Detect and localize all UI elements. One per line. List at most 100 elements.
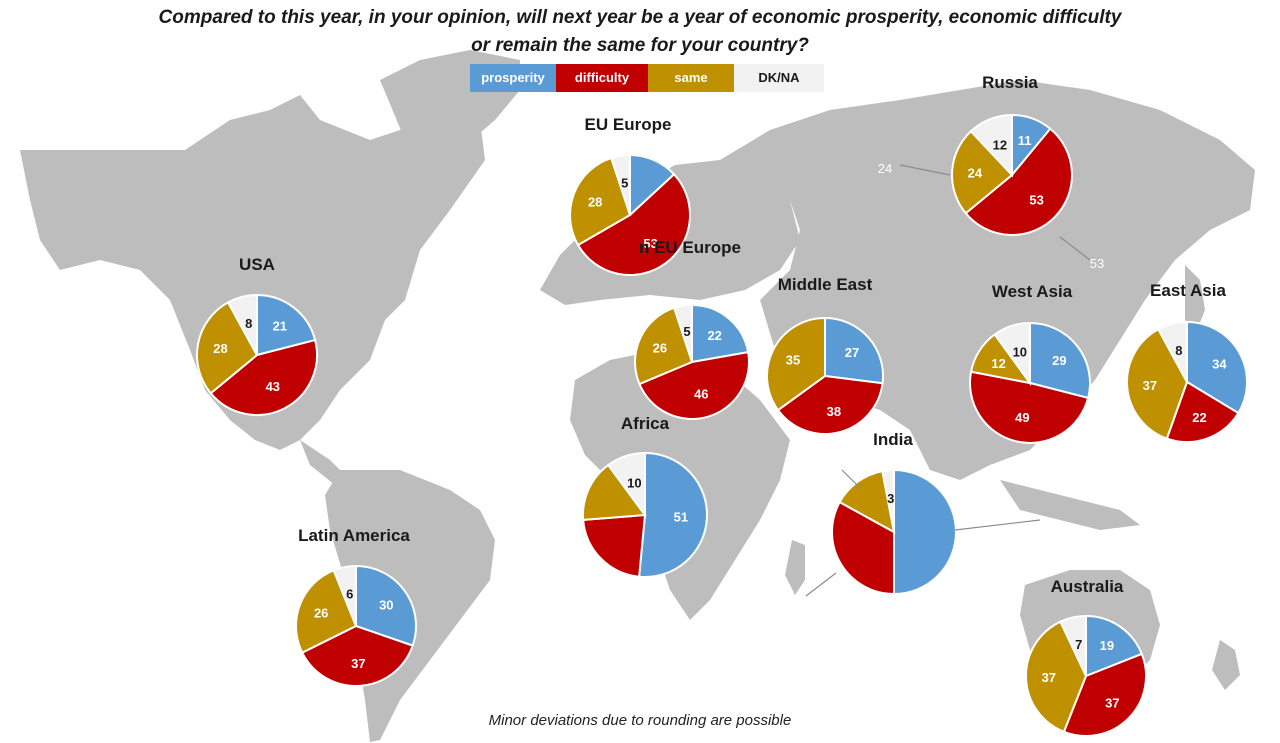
pie-slice-difficulty	[576, 172, 691, 276]
land-japan	[1185, 265, 1205, 335]
pie-slice-same	[1025, 620, 1088, 734]
stray-label: 24	[878, 161, 892, 176]
pie-slice-same	[951, 129, 1014, 215]
leader-lines	[805, 164, 1091, 597]
pie-label-same: 12	[991, 356, 1005, 371]
pie-label-dkna: 5	[683, 324, 690, 339]
pie-label-prosperity: 19	[1100, 638, 1114, 653]
region-label-eu-europe: EU Europe	[585, 115, 672, 134]
pie-slice-dkna	[226, 293, 258, 356]
pie-west-asia: 29 49 12 10 West Asia	[969, 282, 1091, 444]
land-madagascar	[785, 540, 805, 595]
pie-slice-difficulty	[831, 500, 895, 596]
pie-label-prosperity: 21	[273, 319, 287, 334]
land-new-zealand	[1212, 640, 1240, 690]
legend-item-dkna: DK/NA	[734, 64, 824, 92]
footnote: Minor deviations due to rounding are pos…	[488, 712, 792, 729]
pie-slice-dkna	[332, 564, 357, 627]
region-label-africa: Africa	[621, 414, 670, 433]
pie-slice-prosperity	[256, 293, 317, 357]
leader-line	[805, 572, 837, 597]
pie-eu-europe: 53 28 5 EU Europe	[569, 115, 691, 276]
pie-slice-dkna	[969, 113, 1013, 178]
pie-slice-dkna	[610, 153, 631, 216]
region-label-usa: USA	[239, 255, 275, 274]
pie-slice-prosperity	[893, 468, 957, 596]
pie-label-dkna: 7	[1075, 637, 1082, 652]
pie-label-difficulty: 37	[1105, 695, 1119, 710]
pie-slice-difficulty	[776, 374, 884, 435]
legend-item-same: same	[648, 64, 734, 92]
pie-label-dkna: 5	[621, 175, 628, 190]
pie-slice-difficulty	[1165, 380, 1240, 443]
pie-slice-prosperity	[691, 303, 750, 364]
pie-label-difficulty: 37	[351, 656, 365, 671]
region-label-india: India	[873, 430, 913, 449]
pie-slice-difficulty	[300, 624, 414, 687]
pie-slice-prosperity	[1029, 321, 1091, 400]
pie-label-same: 37	[1042, 670, 1056, 685]
pie-slice-difficulty	[582, 513, 647, 578]
legend-label-dkna: DK/NA	[758, 70, 800, 85]
legend-item-prosperity: prosperity	[470, 64, 556, 92]
pie-label-same: 26	[314, 606, 328, 621]
chart-title-line-1: Compared to this year, in your opinion, …	[158, 7, 1122, 28]
pie-slice-same	[634, 306, 694, 386]
region-label-middle-east: Middle East	[778, 275, 873, 294]
pie-slice-prosperity	[355, 564, 417, 647]
pie-label-same: 26	[653, 340, 667, 355]
pie-label-prosperity: 29	[1052, 353, 1066, 368]
pie-label-prosperity: 22	[707, 328, 721, 343]
pie-latin-america: 30 37 26 6 Latin America	[295, 526, 417, 687]
chart-title-line-2: or remain the same for your country?	[471, 35, 809, 56]
pie-slice-prosperity	[1085, 614, 1144, 678]
pie-usa: 21 43 28 8 USA	[196, 255, 318, 416]
stray-label: 53	[1090, 256, 1104, 271]
pie-label-dkna: 3	[887, 491, 894, 506]
pie-slice-dkna	[993, 321, 1031, 387]
pie-label-prosperity: 27	[845, 345, 859, 360]
land-southeast-asia-islands	[1000, 480, 1140, 530]
pie-slice-same	[569, 156, 632, 247]
chart-title: Compared to this year, in your opinion, …	[0, 4, 1280, 60]
pie-label-same: 28	[213, 341, 227, 356]
leader-line	[841, 469, 861, 489]
region-label-east-asia: East Asia	[1150, 281, 1226, 300]
pie-label-prosperity: 51	[674, 510, 688, 525]
region-pies: 53 28 5 EU Europe 22 46 26 5 n EU Europe 11 53 24 12…	[196, 73, 1248, 737]
pie-label-dkna: 8	[1175, 343, 1182, 358]
pie-label-same: 35	[786, 353, 800, 368]
region-label-latin-america: Latin America	[298, 526, 410, 545]
region-label-west-asia: West Asia	[992, 282, 1073, 301]
legend-label-prosperity: prosperity	[481, 70, 545, 85]
pie-slice-same	[838, 469, 896, 534]
stray-labels: 24 53	[878, 161, 1104, 271]
pie-label-prosperity: 30	[379, 597, 393, 612]
pie-label-prosperity: 34	[1212, 357, 1227, 372]
pie-label-difficulty: 22	[1192, 410, 1206, 425]
legend: prosperity difficulty same DK/NA	[470, 64, 824, 92]
pie-slice-same	[582, 463, 647, 521]
pie-slice-dkna	[1059, 614, 1087, 677]
pie-label-same: 24	[968, 166, 983, 181]
pie-label-difficulty: 49	[1015, 410, 1029, 425]
pie-label-dkna: 6	[346, 587, 353, 602]
pie-slice-dkna	[1157, 320, 1188, 383]
region-label-non-eu-europe: n EU Europe	[639, 238, 741, 257]
leader-line	[954, 519, 1041, 531]
pie-label-dkna: 8	[245, 316, 252, 331]
region-label-australia: Australia	[1051, 577, 1124, 596]
legend-label-same: same	[674, 70, 708, 85]
pie-label-difficulty: 38	[827, 404, 841, 419]
pie-slice-difficulty	[969, 370, 1090, 444]
pie-label-difficulty: 43	[266, 379, 280, 394]
pie-label-same: 28	[588, 195, 602, 210]
pie-russia: 11 53 24 12 Russia	[951, 73, 1073, 236]
pie-slice-prosperity	[638, 451, 708, 578]
leader-line	[1059, 236, 1091, 261]
leader-line	[899, 164, 951, 176]
pie-slice-prosperity	[824, 316, 884, 385]
pie-label-dkna: 10	[1013, 345, 1027, 360]
